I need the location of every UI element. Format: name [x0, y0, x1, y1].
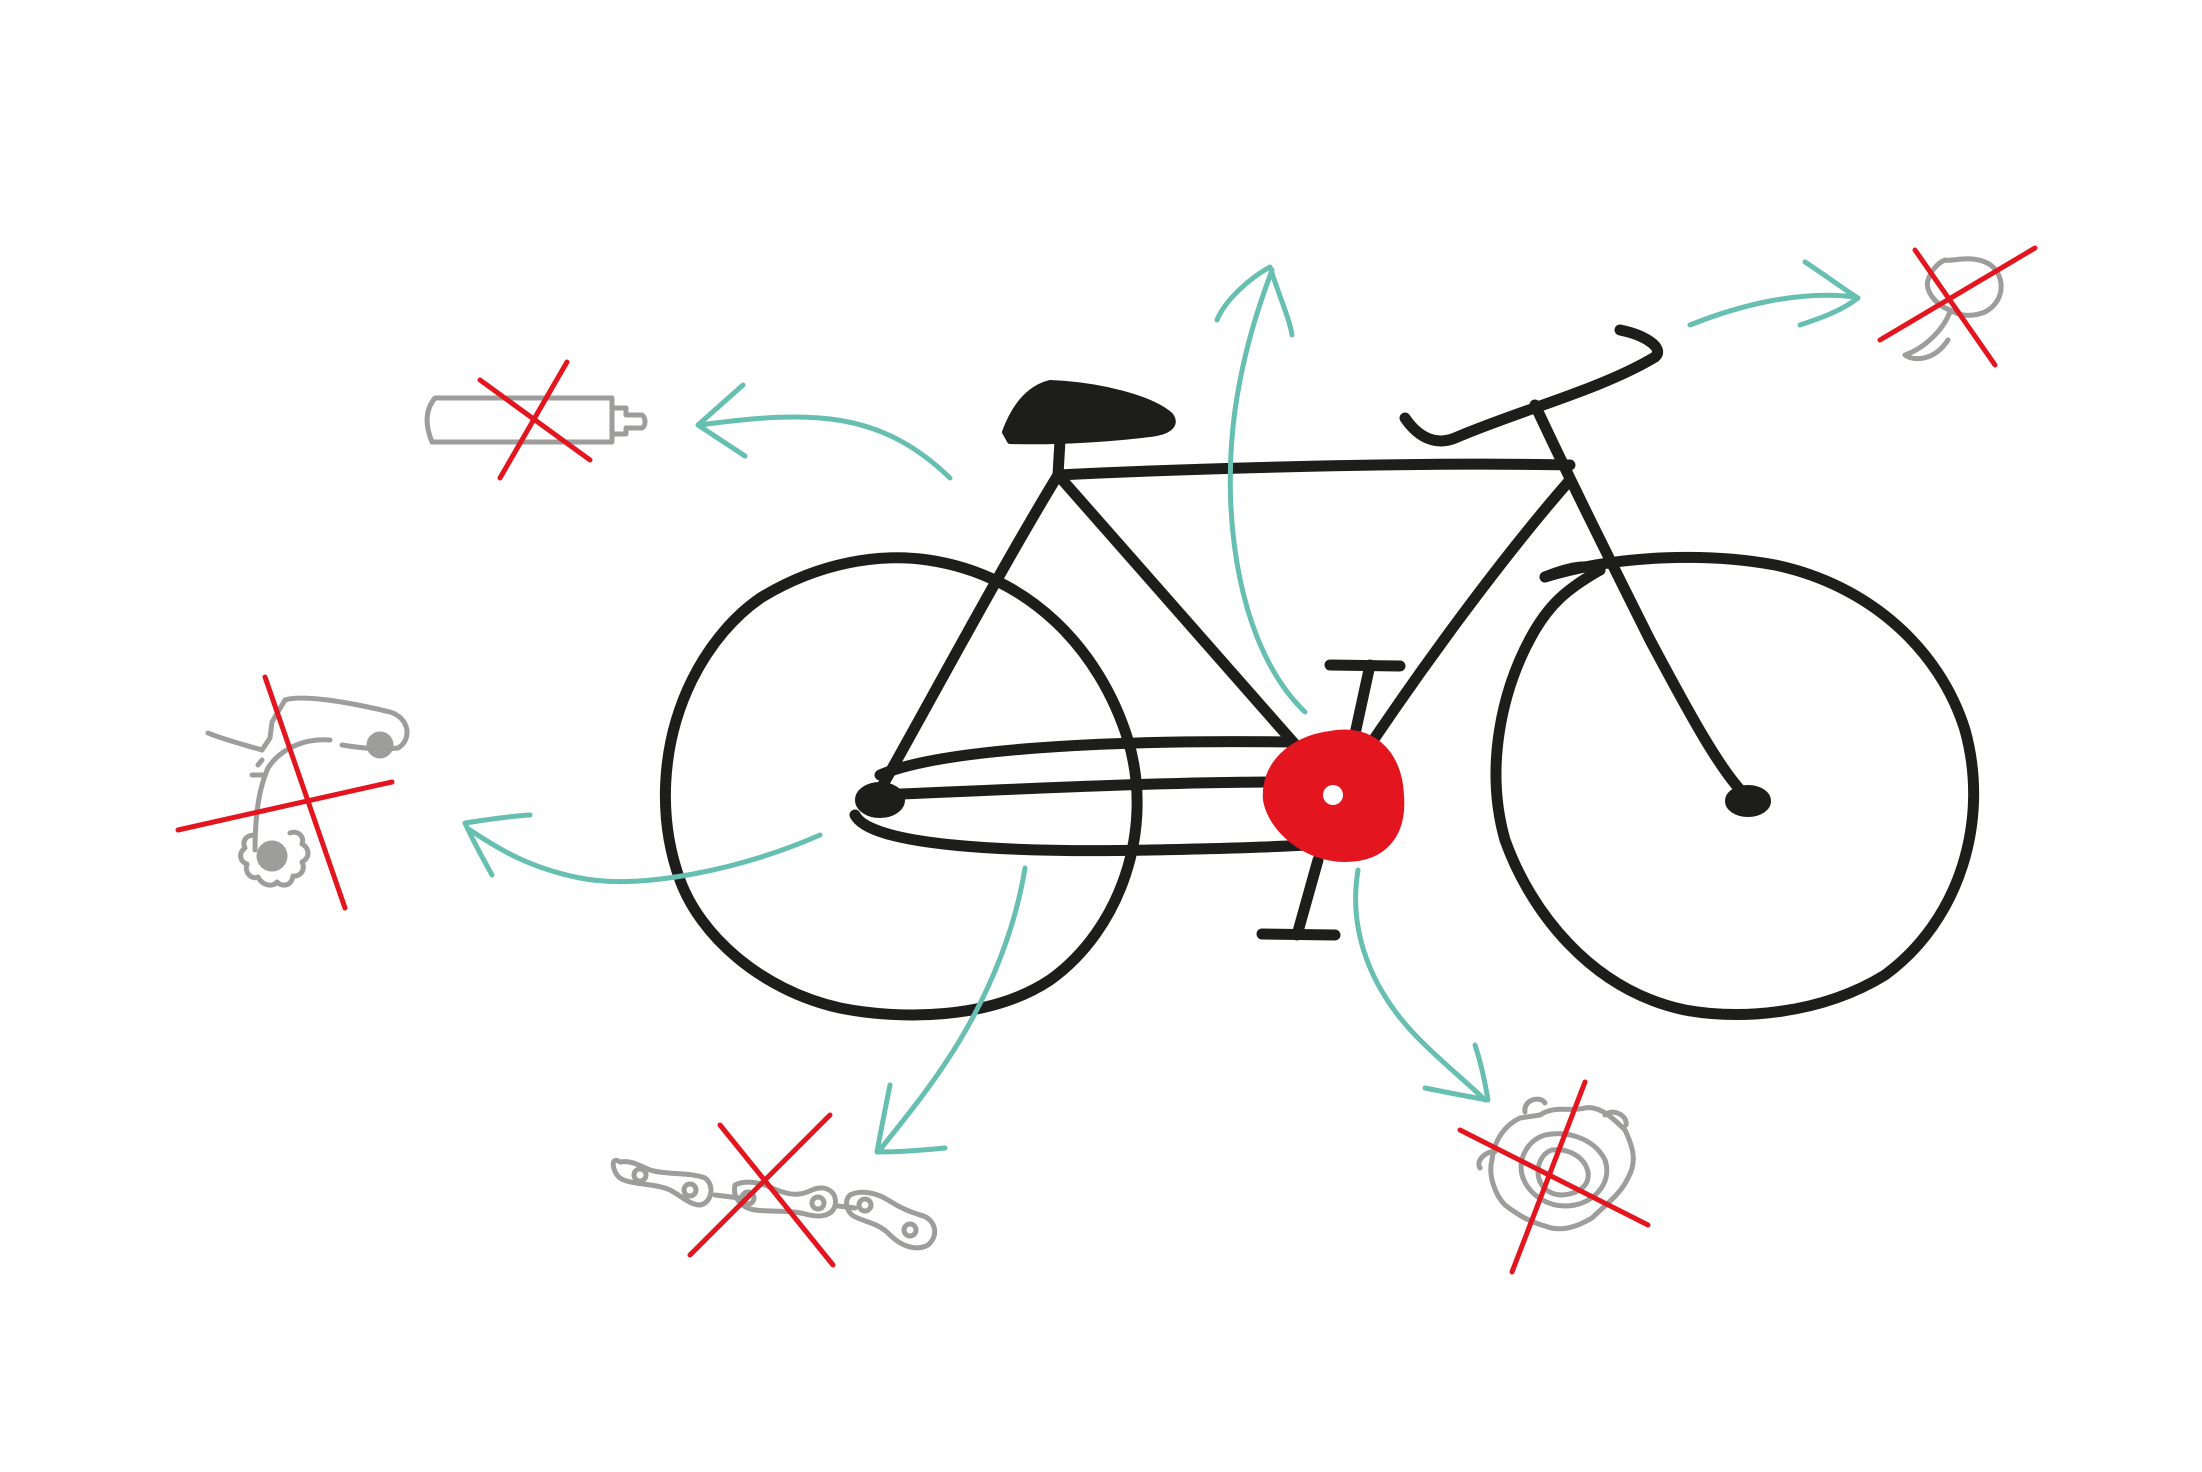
front-hub: [1725, 785, 1771, 817]
arrow-head-chain: [874, 1082, 948, 1155]
cassette-icon: [1457, 1079, 1651, 1275]
rear-wheel: [659, 552, 1143, 1021]
arrow-to-chain: [877, 865, 1028, 1153]
arrow-head-shock-absorber: [695, 382, 748, 459]
seat-stay: [874, 469, 1064, 796]
arrow-head-cassette: [1422, 1042, 1491, 1103]
fork: [1529, 399, 1751, 801]
derailleur-icon: [175, 674, 410, 911]
chain-loop: [849, 736, 1311, 857]
front-wheel: [1490, 551, 1980, 1020]
bottom-bracket-axle: [1323, 785, 1343, 805]
saddle: [1002, 380, 1176, 445]
bicycle: [659, 324, 1980, 1021]
rear-hub: [855, 782, 905, 818]
seat-tube: [1052, 434, 1306, 756]
arrow-to-cassette: [1353, 867, 1488, 1103]
arrow-to-shock-absorber: [697, 414, 953, 481]
bell-icon: [1877, 245, 2038, 368]
arrow-to-derailleur: [467, 827, 823, 884]
arrow-head-bell: [1797, 259, 1861, 328]
top-tube: [1052, 458, 1576, 481]
handlebar: [1399, 324, 1663, 447]
shock-absorber-icon: [424, 359, 648, 481]
arrow-to-bell: [1687, 292, 1858, 328]
pedal-top: [1324, 659, 1406, 672]
arrows: [462, 259, 1861, 1155]
front-wheel-join: [1539, 561, 1606, 583]
arrow-head-up: [1214, 264, 1295, 338]
chain-icon: [610, 1112, 938, 1268]
down-tube: [1354, 474, 1576, 766]
arrow-head-derailleur: [462, 812, 533, 878]
pedal-bottom: [1256, 928, 1341, 941]
arrow-up: [1227, 267, 1308, 715]
